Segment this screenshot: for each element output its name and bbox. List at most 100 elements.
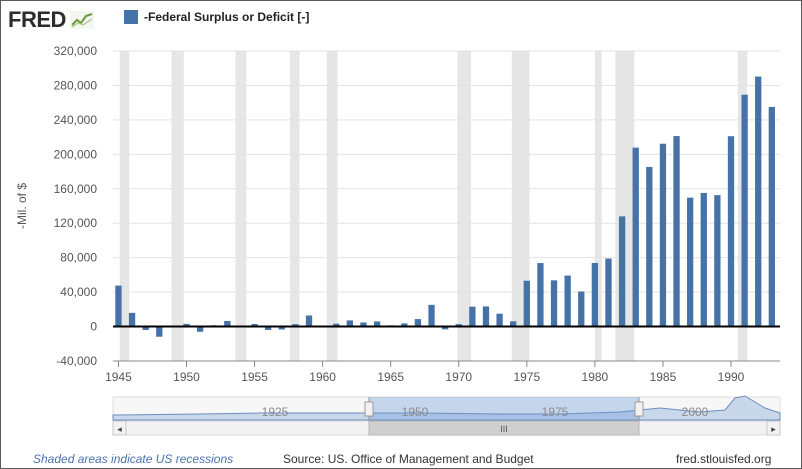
- bar: [605, 258, 612, 327]
- bar: [482, 306, 490, 327]
- bar: [578, 291, 585, 327]
- bar: [469, 306, 476, 327]
- scroll-left-arrow-icon: ◂: [117, 425, 122, 435]
- plot-area: [113, 51, 780, 361]
- bar: [292, 324, 299, 327]
- navigator-series: [112, 395, 781, 421]
- bar: [659, 143, 667, 327]
- x-tick-label: 1965: [377, 370, 404, 384]
- y-axis-label: -Mil. of $: [15, 183, 29, 229]
- x-tick-label: 1985: [650, 370, 677, 384]
- bar: [455, 324, 462, 327]
- x-tick-label: 1955: [241, 370, 268, 384]
- bar: [755, 76, 762, 327]
- bar: [537, 263, 544, 327]
- scroll-left-button[interactable]: [112, 420, 127, 436]
- y-tick-label: 80,000: [60, 251, 97, 265]
- navigator-label: 1925: [262, 405, 289, 419]
- bar: [183, 323, 190, 327]
- bar: [510, 321, 517, 327]
- navigator-selection[interactable]: [369, 397, 639, 420]
- legend-swatch: [124, 10, 138, 24]
- bar: [591, 262, 599, 327]
- y-tick-label: 240,000: [54, 113, 98, 127]
- bar: [333, 323, 340, 327]
- bar: [128, 312, 136, 327]
- bar: [632, 147, 639, 327]
- scroll-right-arrow-icon: ▸: [771, 425, 776, 435]
- x-tick-label: 1975: [513, 370, 540, 384]
- y-tick-label: 320,000: [54, 44, 98, 58]
- scroll-right-button[interactable]: [766, 420, 781, 436]
- y-axis-ticks: -40,000 0 40,000 80,000 120,000 160,000 200,00…: [54, 44, 98, 368]
- bar: [496, 313, 503, 327]
- bar: [360, 322, 367, 327]
- x-tick-label: 1950: [173, 370, 200, 384]
- bar: [687, 197, 694, 327]
- y-tick-label: 0: [90, 320, 97, 334]
- bar: [727, 136, 735, 327]
- bar: [414, 319, 422, 327]
- navigator-label: 1950: [402, 405, 429, 419]
- x-tick-label: 1960: [309, 370, 336, 384]
- bar: [564, 275, 571, 327]
- bar: [441, 326, 449, 330]
- bar: [646, 166, 653, 327]
- fred-logo[interactable]: FRED: [8, 7, 66, 32]
- bar: [401, 323, 408, 327]
- bar: [278, 326, 285, 330]
- bar: [700, 192, 707, 327]
- recession-band: [326, 51, 338, 361]
- recession-band: [235, 51, 247, 361]
- x-axis-ticks: 1945 1950 1955 1960 1965 1970 1975 1980 1985 1990: [105, 360, 780, 384]
- recession-band: [594, 51, 602, 361]
- navigator-right-handle[interactable]: [634, 401, 644, 417]
- bar: [346, 320, 354, 327]
- navigator-label: 2000: [682, 405, 709, 419]
- y-tick-label: 280,000: [54, 78, 98, 92]
- y-tick-label: 200,000: [54, 147, 98, 161]
- bar: [373, 321, 381, 327]
- bar: [550, 280, 558, 327]
- bar: [156, 326, 163, 337]
- logo-chart-icon: [69, 11, 94, 29]
- bar: [714, 195, 721, 327]
- bar: [618, 216, 626, 327]
- bar-series: [115, 76, 775, 337]
- bar: [741, 94, 748, 327]
- navigator[interactable]: 1925 1950 1975 2000 III ◂ ▸: [112, 395, 781, 436]
- y-tick-label: 160,000: [54, 182, 98, 196]
- recession-band: [171, 51, 184, 361]
- site-link[interactable]: fred.stlouisfed.org: [676, 452, 772, 466]
- scrollbar-thumb[interactable]: [368, 420, 640, 436]
- bar: [305, 315, 313, 327]
- x-tick-label: 1980: [582, 370, 609, 384]
- bar: [673, 136, 680, 327]
- y-tick-label: -40,000: [56, 354, 97, 368]
- bar: [224, 320, 231, 327]
- bar: [265, 326, 272, 330]
- y-tick-label: 40,000: [60, 285, 97, 299]
- bar: [115, 285, 122, 327]
- recession-note: Shaded areas indicate US recessions: [33, 452, 234, 466]
- bar: [196, 326, 204, 332]
- x-tick-label: 1990: [718, 370, 745, 384]
- x-tick-label: 1945: [105, 370, 132, 384]
- bar: [251, 323, 258, 327]
- y-tick-label: 120,000: [54, 216, 98, 230]
- bar: [142, 326, 149, 331]
- bar: [428, 304, 435, 327]
- recession-band: [119, 51, 130, 361]
- scrollbar-grip-icon: III: [500, 424, 508, 434]
- source-note: Source: US. Office of Management and Bud…: [283, 452, 534, 466]
- chart-legend[interactable]: -Federal Surplus or Deficit [-]: [124, 10, 309, 24]
- navigator-left-handle[interactable]: [364, 401, 374, 417]
- recession-band: [457, 51, 472, 361]
- header: FRED: [8, 6, 94, 34]
- x-tick-label: 1970: [445, 370, 472, 384]
- navigator-label: 1975: [542, 405, 569, 419]
- bar: [523, 280, 530, 327]
- legend-label: -Federal Surplus or Deficit [-]: [144, 10, 310, 24]
- bar: [768, 106, 775, 327]
